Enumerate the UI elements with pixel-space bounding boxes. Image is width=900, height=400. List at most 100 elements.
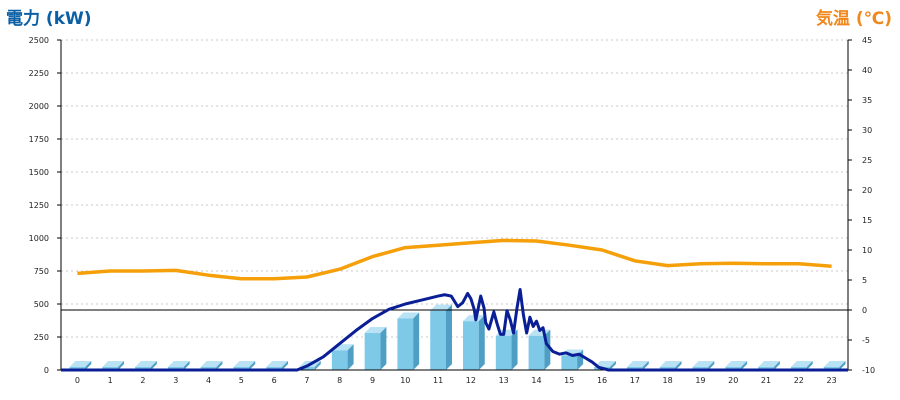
left-tick-label: 2250: [29, 69, 49, 78]
bar-front: [364, 333, 381, 370]
right-tick-label: 35: [862, 96, 872, 105]
x-tick-label: 16: [597, 376, 607, 385]
bar-side: [741, 361, 748, 370]
bar-top: [430, 304, 452, 311]
bar-side: [216, 361, 223, 370]
x-tick-label: 1: [108, 376, 113, 385]
bar: [430, 304, 452, 370]
bar-side: [347, 344, 354, 370]
x-tick-label: 15: [564, 376, 574, 385]
bar-top: [823, 361, 846, 367]
x-tick-label: 6: [272, 376, 277, 385]
x-tick-label: 18: [663, 376, 673, 385]
x-tick-label: 14: [531, 376, 541, 385]
bar-front: [528, 335, 545, 370]
bar: [331, 344, 354, 370]
x-tick-label: 5: [239, 376, 244, 385]
right-tick-label: 40: [862, 66, 872, 75]
bar-side: [511, 329, 518, 370]
bar-top: [692, 361, 715, 367]
bar-front: [397, 318, 414, 370]
x-tick-label: 7: [304, 376, 309, 385]
bar-front: [331, 350, 348, 370]
bar-top: [463, 315, 485, 322]
bar-top: [135, 361, 157, 367]
bar-top: [167, 361, 190, 367]
power-line: [61, 287, 848, 372]
bar: [495, 329, 518, 370]
left-tick-label: 1500: [29, 168, 49, 177]
bar: [463, 315, 485, 370]
bar-side: [773, 361, 780, 370]
bar-top: [233, 361, 256, 367]
right-tick-label: 10: [862, 246, 872, 255]
bar-top: [790, 361, 813, 367]
left-tick-label: 750: [34, 267, 49, 276]
right-tick-label: 0: [862, 306, 867, 315]
right-tick-label: -5: [862, 336, 870, 345]
x-tick-label: 20: [728, 376, 738, 385]
left-axis-title: 電力 (kW): [6, 9, 92, 29]
bar-front: [430, 310, 446, 370]
x-tick-label: 21: [761, 376, 771, 385]
left-tick-label: 0: [44, 366, 49, 375]
left-tick-label: 2500: [29, 36, 49, 45]
bar-side: [150, 361, 157, 370]
x-tick-label: 13: [499, 376, 509, 385]
x-tick-label: 19: [695, 376, 705, 385]
bar-side: [413, 312, 420, 370]
bar-side: [708, 361, 715, 370]
bar-front: [463, 321, 479, 370]
right-tick-label: -10: [862, 366, 875, 375]
bar-top: [725, 361, 748, 367]
bar-top: [397, 312, 420, 319]
x-tick-label: 3: [173, 376, 178, 385]
bar-side: [642, 361, 649, 370]
bar-top: [594, 361, 616, 367]
x-tick-label: 12: [466, 376, 476, 385]
x-tick-label: 23: [827, 376, 837, 385]
x-tick-label: 22: [794, 376, 804, 385]
x-tick-label: 2: [140, 376, 145, 385]
bar-side: [183, 361, 190, 370]
x-tick-label: 4: [206, 376, 211, 385]
left-tick-label: 1250: [29, 201, 49, 210]
bar-top: [626, 361, 649, 367]
temperature-line: [77, 238, 832, 281]
bar-side: [445, 304, 452, 370]
bar-side: [282, 361, 289, 370]
x-tick-label: 8: [337, 376, 342, 385]
left-tick-label: 1750: [29, 135, 49, 144]
bar: [364, 327, 387, 370]
left-tick-label: 500: [34, 300, 49, 309]
bar-top: [659, 361, 682, 367]
right-tick-label: 25: [862, 156, 872, 165]
bar-front: [495, 335, 512, 370]
x-tick-label: 9: [370, 376, 375, 385]
bar-top: [266, 361, 289, 367]
left-tick-label: 1000: [29, 234, 49, 243]
tick-labels: 02505007501000125015001750200022502500-1…: [29, 36, 875, 385]
x-tick-label: 17: [630, 376, 640, 385]
power-bars: [69, 304, 846, 370]
right-tick-label: 15: [862, 216, 872, 225]
bar-top: [102, 361, 125, 367]
bar-side: [609, 361, 616, 370]
bar: [528, 329, 551, 370]
series-lines: [61, 238, 848, 372]
bar-top: [69, 361, 92, 367]
bar-front: [299, 367, 315, 370]
bar-side: [839, 361, 846, 370]
bar: [397, 312, 420, 370]
bar-top: [200, 361, 223, 367]
bar-side: [85, 361, 92, 370]
bar-side: [380, 327, 387, 370]
left-tick-label: 2000: [29, 102, 49, 111]
bar-side: [806, 361, 813, 370]
bar-side: [478, 315, 485, 370]
right-tick-label: 30: [862, 126, 872, 135]
bar-side: [314, 361, 321, 370]
bar-front: [561, 355, 578, 370]
x-tick-label: 0: [75, 376, 80, 385]
